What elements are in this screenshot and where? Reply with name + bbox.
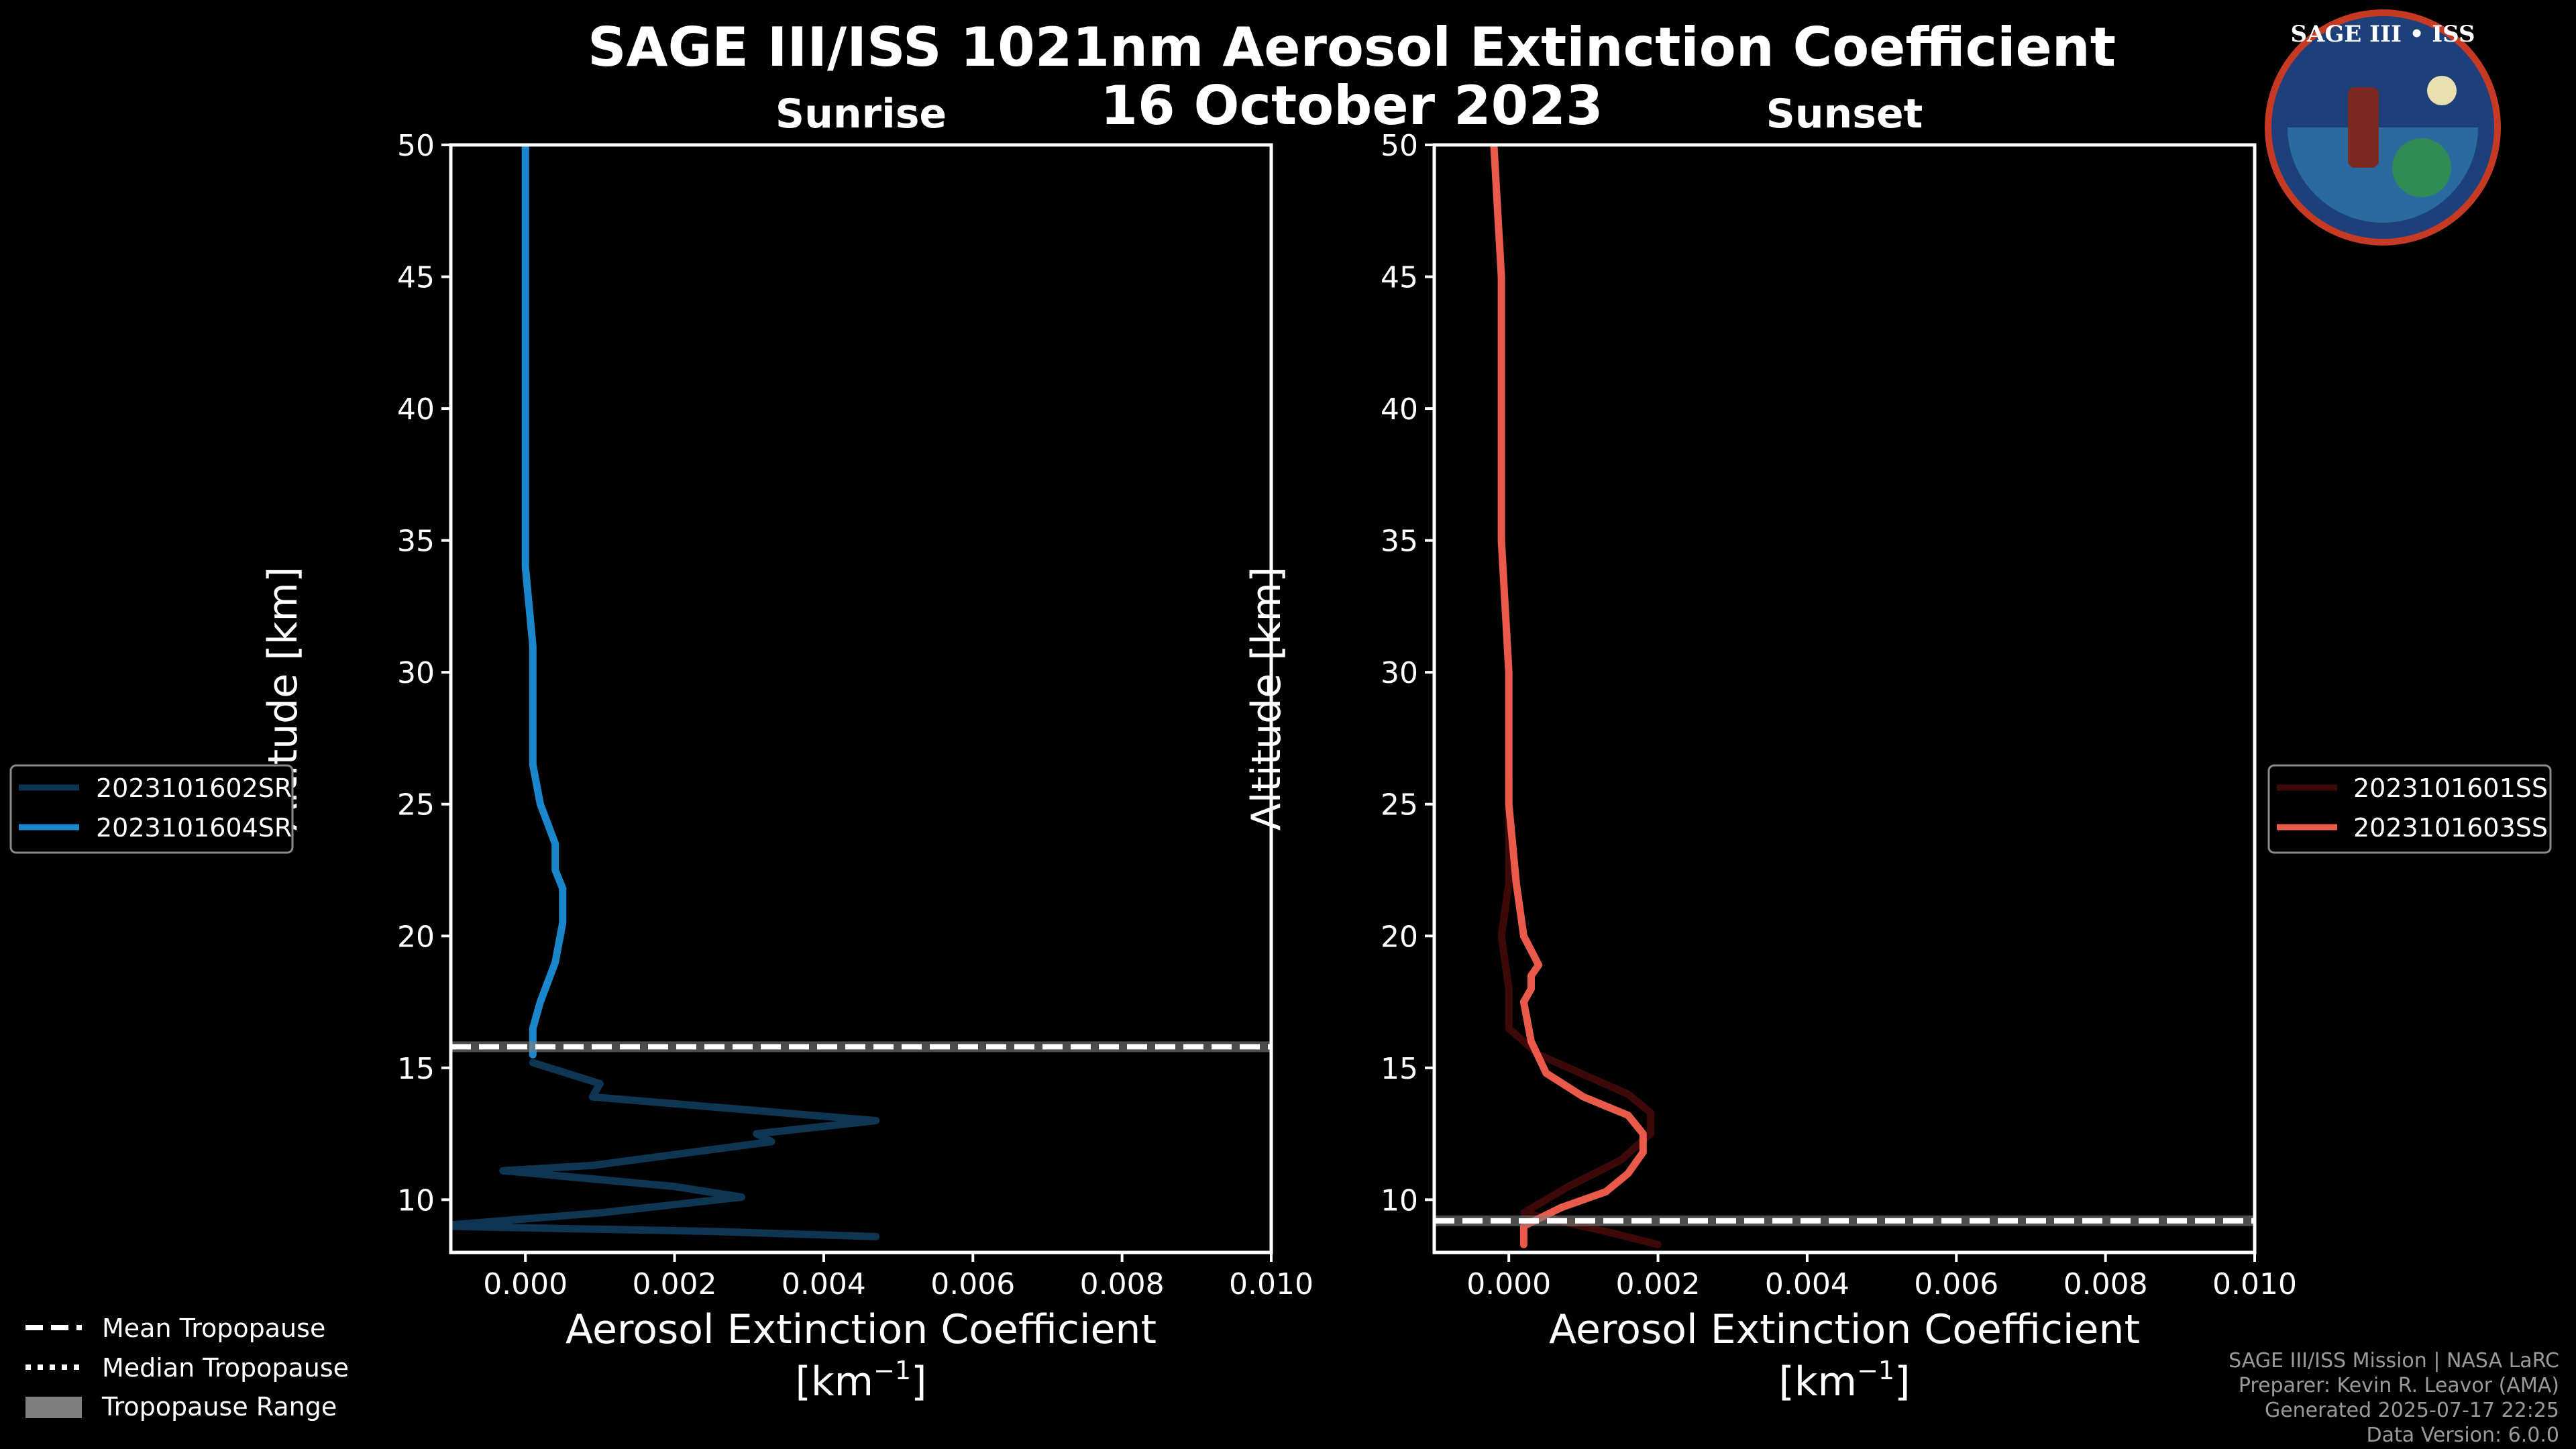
credit-preparer: Preparer: Kevin R. Leavor (AMA) xyxy=(2239,1374,2559,1397)
sunset-y-tick-label: 45 xyxy=(1381,261,1418,295)
sunrise-y-tick-label: 20 xyxy=(397,920,435,954)
sunrise-x-tick-label: 0.008 xyxy=(1080,1267,1165,1301)
figure-title: SAGE III/ISS 1021nm Aerosol Extinction C… xyxy=(588,16,2116,78)
sunset-y-tick-label: 35 xyxy=(1381,525,1418,559)
sunset-series-2023101601SS xyxy=(1497,773,1662,1248)
sage-mission-badge: SAGE III • ISS xyxy=(2265,9,2501,246)
sunrise-y-tick-label: 35 xyxy=(397,525,435,559)
sunrise-legend: 2023101602SR 2023101604SR xyxy=(9,764,294,854)
sunrise-plot-area xyxy=(451,145,1271,1240)
sunset-y-tick-label: 50 xyxy=(1381,129,1418,163)
sunrise-x-tick-label: 0.002 xyxy=(633,1267,717,1301)
sunset-plot-area xyxy=(1434,145,2255,1248)
sunset-legend: 2023101601SS 2023101603SS xyxy=(2267,764,2552,854)
sunset-legend-label-2: 2023101603SS xyxy=(2353,813,2548,843)
sunset-y-tick-label: 15 xyxy=(1381,1052,1418,1086)
sunset-x-tick-label: 0.002 xyxy=(1616,1267,1701,1301)
sunrise-series-2023101602SR xyxy=(451,1059,880,1240)
badge-moon-icon xyxy=(2427,76,2457,105)
sunset-y-axis-label: Altitude [km] xyxy=(1243,567,1290,831)
sunrise-x-axis-label: Aerosol Extinction Coefficient xyxy=(566,1306,1157,1353)
sunset-y-tick-label: 20 xyxy=(1381,920,1418,954)
credits: SAGE III/ISS Mission | NASA LaRC Prepare… xyxy=(2229,1349,2559,1447)
sunset-x-tick-label: 0.006 xyxy=(1914,1267,1998,1301)
sunrise-x-tick-label: 0.004 xyxy=(782,1267,866,1301)
sunset-panel: 0.000 0.002 0.004 0.006 0.008 0.010 10 15 20 25 30… xyxy=(1243,91,2297,1405)
sunrise-axes-frame xyxy=(449,143,1273,1254)
credit-generated: Generated 2025-07-17 22:25 xyxy=(2265,1399,2559,1422)
sunset-y-tick-label: 40 xyxy=(1381,392,1418,427)
sunset-panel-title: Sunset xyxy=(1766,91,1923,138)
sunset-x-axis-unit: [km−1] xyxy=(1778,1356,1910,1405)
tropopause-range-swatch xyxy=(25,1397,82,1418)
sunrise-y-tick-label: 40 xyxy=(397,392,435,427)
credit-data-version: Data Version: 6.0.0 xyxy=(2367,1424,2559,1447)
credit-mission: SAGE III/ISS Mission | NASA LaRC xyxy=(2229,1349,2559,1373)
sunset-x-tick-label: 0.008 xyxy=(2063,1267,2148,1301)
sunrise-legend-frame xyxy=(9,764,294,854)
sunset-y-tick-label: 25 xyxy=(1381,788,1418,822)
sunset-x-tick-label: 0.010 xyxy=(2212,1267,2297,1301)
sunset-legend-frame xyxy=(2267,764,2552,854)
sunset-axes-frame xyxy=(1432,143,2257,1254)
sunrise-series-2023101604SR xyxy=(521,145,567,1059)
badge-sage-figure-icon xyxy=(2348,87,2379,168)
sunrise-x-tick-label: 0.000 xyxy=(483,1267,568,1301)
sunrise-y-tick-label: 50 xyxy=(397,129,435,163)
sunset-legend-label-1: 2023101601SS xyxy=(2353,773,2548,803)
tropopause-legend: Mean Tropopause Median Tropopause Tropop… xyxy=(25,1313,349,1421)
sunset-y-tick-label: 30 xyxy=(1381,656,1418,690)
sunrise-legend-label-1: 2023101602SR xyxy=(96,773,292,803)
badge-continent-icon xyxy=(2392,138,2451,197)
sunrise-x-axis-unit: [km−1] xyxy=(795,1356,926,1405)
sunrise-x-tick-label: 0.010 xyxy=(1229,1267,1313,1301)
sunrise-y-tick-label: 15 xyxy=(397,1052,435,1086)
sunrise-panel: 0.000 0.002 0.004 0.006 0.008 0.010 10 15 20 25 30… xyxy=(260,91,1313,1405)
sunset-series-2023101603SS xyxy=(1490,145,1647,1248)
sunrise-legend-label-2: 2023101604SR xyxy=(96,813,292,843)
badge-title: SAGE III • ISS xyxy=(2290,21,2475,48)
sunset-y-tick-label: 10 xyxy=(1381,1183,1418,1218)
sunset-x-axis-label: Aerosol Extinction Coefficient xyxy=(1549,1306,2140,1353)
sunrise-panel-title: Sunrise xyxy=(775,91,947,138)
sunrise-y-tick-label: 25 xyxy=(397,788,435,822)
figure-date: 16 October 2023 xyxy=(1100,74,1603,137)
mean-tropopause-label: Mean Tropopause xyxy=(102,1313,325,1343)
sunrise-y-tick-label: 30 xyxy=(397,656,435,690)
sunset-x-tick-label: 0.004 xyxy=(1765,1267,1849,1301)
median-tropopause-label: Median Tropopause xyxy=(102,1353,349,1383)
sunset-x-tick-label: 0.000 xyxy=(1466,1267,1551,1301)
sunrise-y-tick-label: 10 xyxy=(397,1183,435,1218)
sunrise-x-tick-label: 0.006 xyxy=(930,1267,1015,1301)
tropopause-range-label: Tropopause Range xyxy=(101,1392,337,1421)
sunrise-y-tick-label: 45 xyxy=(397,261,435,295)
